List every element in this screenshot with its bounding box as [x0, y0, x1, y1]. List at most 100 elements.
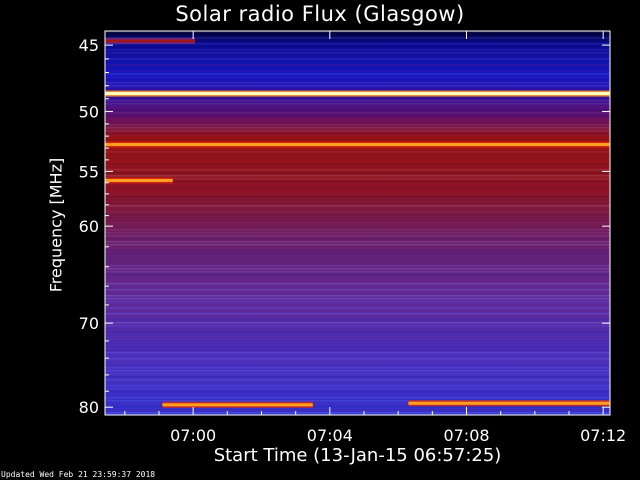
intensity-stripe	[105, 136, 610, 138]
intensity-stripe	[105, 169, 610, 171]
intensity-stripe	[105, 133, 610, 135]
intensity-stripe	[105, 196, 610, 198]
intensity-stripe	[105, 298, 610, 300]
x-tick-label: 07:08	[443, 426, 489, 445]
x-tick-label: 07:00	[170, 426, 216, 445]
intensity-stripe	[105, 322, 610, 324]
intensity-stripe	[105, 61, 610, 63]
x-tick-label: 07:04	[307, 426, 353, 445]
intensity-stripe	[105, 271, 610, 273]
intensity-stripe	[105, 121, 610, 123]
intensity-stripe	[105, 151, 610, 153]
intensity-stripe	[105, 85, 610, 87]
intensity-stripe	[105, 262, 610, 264]
intensity-stripe	[105, 223, 610, 225]
intensity-stripe	[105, 379, 610, 381]
intensity-stripe	[105, 82, 610, 84]
intensity-stripe	[105, 412, 610, 414]
intensity-stripe	[105, 190, 610, 192]
intensity-stripe	[105, 154, 610, 156]
intensity-stripe	[105, 46, 610, 48]
intensity-stripe	[105, 334, 610, 336]
intensity-stripe	[105, 220, 610, 222]
intensity-stripe	[105, 97, 610, 99]
emission-band	[162, 403, 313, 407]
intensity-stripe	[105, 67, 610, 69]
intensity-stripe	[105, 184, 610, 186]
intensity-stripe	[105, 163, 610, 165]
intensity-stripe	[105, 229, 610, 231]
intensity-stripe	[105, 34, 610, 36]
intensity-stripe	[105, 232, 610, 234]
y-axis-ticks: 45 50 55 60 70 80	[79, 36, 610, 417]
y-tick-label: 70	[79, 314, 99, 333]
intensity-stripe	[105, 313, 610, 315]
intensity-stripe	[105, 310, 610, 312]
intensity-stripe	[105, 73, 610, 75]
intensity-stripe	[105, 106, 610, 108]
intensity-stripe	[105, 328, 610, 330]
intensity-stripe	[105, 319, 610, 321]
intensity-stripe	[105, 286, 610, 288]
intensity-stripe	[105, 325, 610, 327]
intensity-stripe	[105, 103, 610, 105]
intensity-stripe	[105, 58, 610, 60]
intensity-stripe	[105, 64, 610, 66]
intensity-stripe	[105, 301, 610, 303]
intensity-stripe	[105, 316, 610, 318]
intensity-stripe	[105, 346, 610, 348]
intensity-stripe	[105, 394, 610, 396]
intensity-stripe	[105, 181, 610, 183]
intensity-stripe	[105, 70, 610, 72]
intensity-stripe	[105, 277, 610, 279]
emission-band	[105, 92, 610, 96]
intensity-stripe	[105, 259, 610, 261]
x-axis-ticks: 07:00 07:04 07:08 07:12	[124, 31, 626, 445]
emission-band	[105, 143, 610, 147]
intensity-stripe	[105, 166, 610, 168]
intensity-stripe	[105, 124, 610, 126]
intensity-stripe	[105, 112, 610, 114]
intensity-stripe	[105, 409, 610, 411]
emission-band	[105, 39, 195, 43]
intensity-stripe	[105, 193, 610, 195]
y-tick-label: 45	[79, 36, 99, 55]
y-tick-label: 55	[79, 162, 99, 181]
intensity-stripe	[105, 340, 610, 342]
intensity-stripe	[105, 391, 610, 393]
intensity-stripe	[105, 175, 610, 177]
intensity-stripe	[105, 355, 610, 357]
intensity-stripe	[105, 307, 610, 309]
intensity-stripe	[105, 208, 610, 210]
intensity-stripe	[105, 214, 610, 216]
intensity-stripe	[105, 115, 610, 117]
intensity-stripe	[105, 55, 610, 57]
intensity-stripe	[105, 283, 610, 285]
intensity-stripe	[105, 199, 610, 201]
intensity-stripe	[105, 331, 610, 333]
intensity-stripe	[105, 226, 610, 228]
intensity-stripe	[105, 160, 610, 162]
emission-bands	[105, 37, 610, 408]
plot-frame	[104, 30, 611, 416]
intensity-stripe	[105, 217, 610, 219]
intensity-stripe	[105, 361, 610, 363]
intensity-stripe	[105, 253, 610, 255]
intensity-stripe	[105, 352, 610, 354]
intensity-stripe	[105, 139, 610, 141]
intensity-stripe	[105, 37, 610, 39]
intensity-stripe	[105, 268, 610, 270]
intensity-stripe	[105, 274, 610, 276]
intensity-stripe	[105, 49, 610, 51]
intensity-stripe	[105, 52, 610, 54]
intensity-stripe	[105, 235, 610, 237]
x-axis-label: Start Time (13-Jan-15 06:57:25)	[213, 445, 502, 466]
intensity-stripe	[105, 178, 610, 180]
intensity-stripe	[105, 382, 610, 384]
intensity-stripe	[105, 292, 610, 294]
intensity-stripe	[105, 244, 610, 246]
intensity-stripe	[105, 265, 610, 267]
intensity-stripe	[105, 88, 610, 90]
intensity-stripe	[105, 31, 610, 33]
